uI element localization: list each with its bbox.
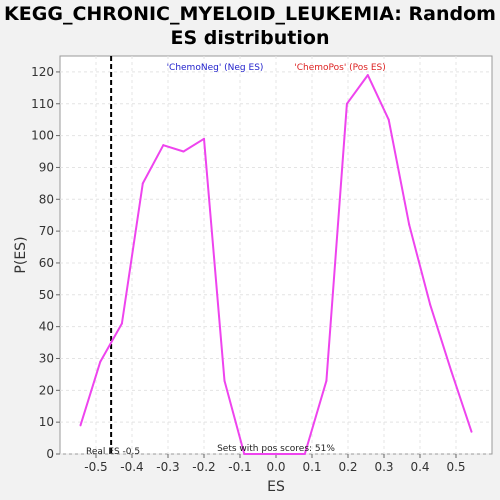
y-tick-label: 100 [31,129,54,143]
pos-scores-annotation: Sets with pos scores: 51% [217,444,335,454]
data-point [366,74,369,77]
data-point [408,223,411,226]
y-tick-label: 110 [31,97,54,111]
y-tick-label: 120 [31,65,54,79]
x-tick-label: -0.5 [84,460,107,474]
data-point [79,424,82,427]
data-point [203,137,205,140]
series-line [79,74,473,455]
y-axis-label: P(ES) [13,236,29,273]
y-tick-label: 40 [39,320,54,334]
real-es-label: Real ES -0.5 [86,447,140,457]
x-tick-label: 0.4 [410,460,429,474]
x-tick-label: 0.3 [374,460,393,474]
y-tick-label: 0 [46,447,54,461]
x-axis: -0.5 -0.4 -0.3 -0.2 -0.1 0.0 0.1 0.2 0.3 0.4 0.5 [84,454,466,474]
data-point [325,379,328,382]
data-point [345,102,348,105]
y-tick-label: 20 [39,383,54,397]
x-tick-label: -0.2 [192,460,215,474]
data-point [99,360,102,363]
legend-neg: 'ChemoNeg' (Neg ES) [167,63,264,73]
y-tick-label: 80 [39,192,54,206]
data-point [450,370,453,373]
y-tick-label: 30 [39,351,54,365]
chart-title-line-2: ES distribution [170,27,330,49]
chart-title-line-1: KEGG_CHRONIC_MYELOID_LEUKEMIA: Random [4,3,496,25]
chart-title: KEGG_CHRONIC_MYELOID_LEUKEMIA: Random ES… [0,2,500,50]
data-point [429,303,432,306]
data-point [243,453,246,455]
y-tick-label: 60 [39,256,54,270]
x-tick-label: -0.3 [156,460,179,474]
data-point [141,182,144,185]
legend-pos: 'ChemoPos' (Pos ES) [294,63,386,73]
x-tick-label: -0.4 [120,460,143,474]
data-point [162,144,165,147]
y-tick-label: 70 [39,224,54,238]
y-tick-label: 50 [39,288,54,302]
x-tick-label: 0.2 [338,460,357,474]
data-point [470,430,473,433]
data-point [303,453,306,455]
x-tick-label: 0.5 [446,460,465,474]
y-tick-label: 90 [39,160,54,174]
grid [60,56,492,455]
y-axis: 0 10 20 30 40 50 60 70 80 90 100 110 120 [31,65,60,461]
x-tick-label: 0.0 [266,460,285,474]
x-axis-label: ES [267,479,285,495]
y-tick-label: 10 [39,415,54,429]
data-point [223,379,226,382]
data-point [120,322,123,325]
data-point [182,150,185,153]
x-tick-label: -0.1 [228,460,251,474]
x-tick-label: 0.1 [302,460,321,474]
series-layer [79,74,473,455]
data-point [387,118,390,121]
